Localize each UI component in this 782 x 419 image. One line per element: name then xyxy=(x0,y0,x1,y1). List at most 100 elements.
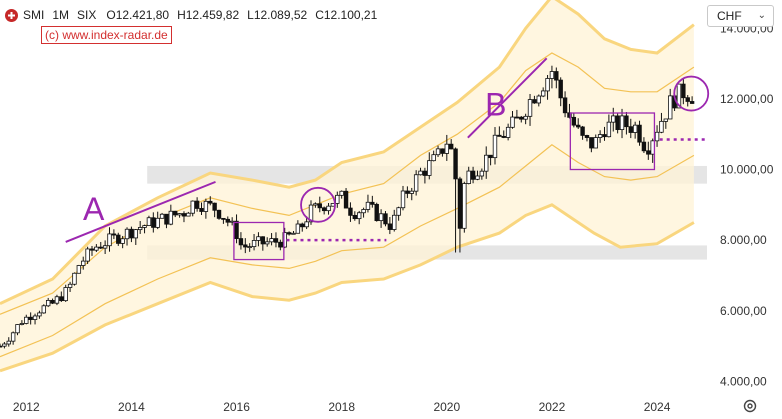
candle-body xyxy=(470,170,476,180)
candle-body xyxy=(186,212,191,217)
candle-body xyxy=(663,118,669,122)
candle-body xyxy=(387,223,393,230)
candle-body xyxy=(562,97,568,114)
candle-body xyxy=(435,148,441,156)
candle-body xyxy=(28,316,33,320)
candle-body xyxy=(606,121,612,138)
settings-icon[interactable] xyxy=(742,398,758,414)
chevron-down-icon: ⌄ xyxy=(757,10,766,21)
candle-body xyxy=(0,345,3,348)
candle-body xyxy=(216,209,222,219)
candle-body xyxy=(321,207,327,212)
candle-body xyxy=(370,201,375,205)
candle-body xyxy=(102,245,108,249)
candle-body xyxy=(50,300,55,304)
candle-body xyxy=(194,200,200,209)
candle-body xyxy=(681,83,686,99)
candle-body xyxy=(339,190,344,196)
y-tick-label: 10.000,00 xyxy=(720,163,774,177)
candle-body xyxy=(448,143,454,150)
highlight-circle xyxy=(300,186,336,223)
candle-body xyxy=(400,190,406,209)
candle-body xyxy=(545,78,550,92)
candle-body xyxy=(304,221,309,228)
candle-body xyxy=(203,200,209,212)
inner-lower-band xyxy=(0,144,695,358)
candle-body xyxy=(273,238,279,243)
candle-body xyxy=(142,225,147,228)
candle-body xyxy=(155,217,160,228)
candle-body xyxy=(646,150,651,155)
y-tick-label: 8.000,00 xyxy=(720,233,767,247)
candle-body xyxy=(89,248,95,251)
candle-body xyxy=(571,116,577,126)
candle-body xyxy=(418,170,423,176)
candle-body xyxy=(413,174,419,192)
candle-body xyxy=(37,312,42,317)
candle-body xyxy=(343,190,349,209)
candle-body xyxy=(497,134,502,137)
candle-body xyxy=(540,90,546,97)
candle-body xyxy=(348,207,353,216)
candle-body xyxy=(45,300,51,307)
candle-body xyxy=(431,154,436,162)
candle-body xyxy=(59,296,64,302)
candle-body xyxy=(567,112,572,118)
candle-body xyxy=(256,236,261,241)
candle-body xyxy=(405,190,410,194)
candle-body xyxy=(94,246,99,251)
consolidation-box xyxy=(233,221,285,261)
candle-body xyxy=(15,324,20,334)
candle-body xyxy=(146,217,152,226)
candle-body xyxy=(593,137,598,149)
candle-body xyxy=(19,323,25,325)
candle-body xyxy=(523,115,528,120)
candle-body xyxy=(659,120,664,133)
high-value: H12.459,82 xyxy=(177,8,240,22)
symbol-header: SMI 1M SIX O12.421,80 H12.459,82 L12.089… xyxy=(5,6,383,24)
candle-body xyxy=(238,238,244,246)
candle-body xyxy=(313,203,318,206)
candle-body xyxy=(181,213,187,217)
candle-body xyxy=(326,205,331,212)
candle-body xyxy=(335,194,340,204)
candle-body xyxy=(576,124,581,128)
swiss-flag-icon xyxy=(5,8,18,22)
candle-body xyxy=(24,316,29,324)
candle-body xyxy=(514,116,520,119)
candle-body xyxy=(632,124,638,133)
candle-body xyxy=(278,241,283,248)
x-tick-label: 2012 xyxy=(13,400,40,414)
candle-body xyxy=(527,99,533,117)
candle-body xyxy=(137,227,143,231)
outer-upper-band xyxy=(0,0,695,306)
x-tick-label: 2014 xyxy=(118,400,145,414)
x-tick-label: 2022 xyxy=(539,400,566,414)
candle-body xyxy=(300,223,305,228)
interval-label[interactable]: 1M xyxy=(52,8,70,22)
candle-body xyxy=(120,238,125,244)
candle-body xyxy=(6,340,11,345)
candle-body xyxy=(243,244,248,248)
currency-dropdown[interactable]: CHF ⌄ xyxy=(707,5,774,27)
x-tick-label: 2024 xyxy=(644,400,671,414)
candle-body xyxy=(597,134,603,138)
highlight-circle xyxy=(673,75,710,112)
candle-body xyxy=(361,209,366,214)
candle-body xyxy=(308,204,314,223)
candle-body xyxy=(532,99,537,104)
candle-body xyxy=(444,143,450,154)
candle-body xyxy=(356,212,362,220)
candle-body xyxy=(637,124,642,143)
candle-body xyxy=(378,213,384,222)
candle-body xyxy=(317,203,322,209)
candle-body xyxy=(164,213,169,225)
candle-body xyxy=(111,233,117,236)
candle-body xyxy=(221,217,226,220)
candle-body xyxy=(85,248,90,262)
y-tick-label: 12.000,00 xyxy=(720,92,774,106)
candle-body xyxy=(589,137,594,149)
low-value: L12.089,52 xyxy=(247,8,308,22)
candle-body xyxy=(475,175,480,180)
